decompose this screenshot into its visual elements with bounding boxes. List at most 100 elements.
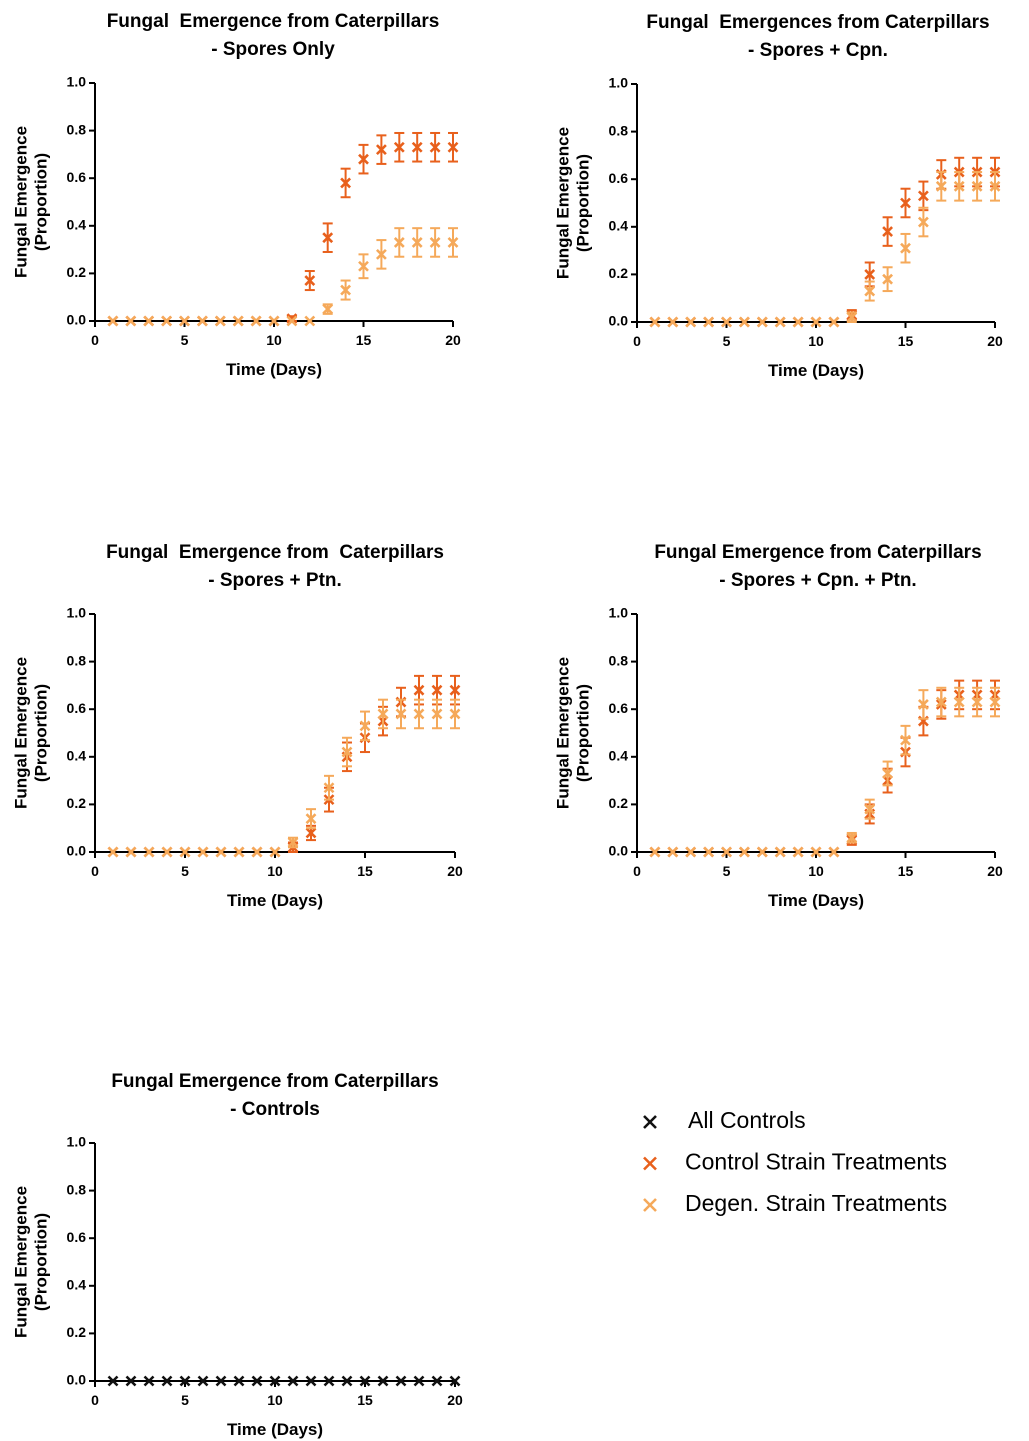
marker [161, 315, 173, 327]
chart-title: - Controls [230, 1099, 320, 1120]
marker [179, 315, 190, 327]
marker-stroke [395, 1375, 407, 1387]
marker-stroke [179, 846, 191, 858]
marker [305, 827, 317, 839]
y-tick-label: 0.6 [609, 170, 629, 186]
marker-stroke [375, 144, 387, 156]
marker [233, 846, 245, 858]
x-tick-label: 0 [91, 332, 99, 348]
marker [358, 260, 369, 272]
marker [447, 141, 459, 153]
marker-stroke [703, 846, 715, 858]
marker [449, 1375, 461, 1387]
marker-stroke [953, 180, 965, 192]
marker [179, 846, 191, 858]
marker-stroke [935, 180, 947, 192]
x-tick-label: 0 [91, 863, 99, 879]
marker [395, 708, 407, 720]
marker [161, 1375, 173, 1387]
marker-stroke [900, 734, 911, 746]
marker-stroke [413, 684, 425, 696]
marker-stroke [393, 141, 405, 153]
marker-stroke [864, 803, 876, 815]
marker-stroke [738, 846, 750, 858]
y-axis-label: (Proportion) [573, 154, 592, 252]
marker [413, 684, 425, 696]
x-tick-label: 20 [445, 332, 461, 348]
marker [429, 141, 441, 153]
x-axis-label: Time (Days) [768, 891, 864, 910]
marker-stroke [125, 315, 137, 327]
marker-stroke [340, 284, 352, 296]
y-tick-label: 0.2 [67, 1324, 87, 1340]
marker-stroke [643, 1198, 657, 1212]
marker [232, 315, 244, 327]
marker [143, 1375, 155, 1387]
marker [197, 1375, 209, 1387]
marker [449, 708, 461, 720]
marker-stroke [989, 180, 1001, 192]
marker [411, 141, 423, 153]
marker [828, 316, 840, 328]
y-tick-label: 0.4 [67, 1277, 87, 1293]
legend-label: Degen. Strain Treatments [685, 1190, 947, 1216]
chart-title: Fungal Emergences from Caterpillars [646, 12, 989, 33]
marker [882, 768, 894, 779]
x-tick-label: 10 [266, 332, 282, 348]
marker [756, 316, 768, 328]
marker [358, 153, 369, 165]
marker-stroke [179, 315, 190, 327]
marker-stroke [649, 846, 661, 858]
marker [953, 696, 965, 708]
marker-stroke [340, 177, 352, 189]
marker [215, 1375, 227, 1387]
y-tick-label: 0.2 [67, 795, 87, 811]
marker-stroke [341, 1375, 353, 1387]
y-tick-label: 1.0 [67, 1134, 87, 1150]
marker [792, 316, 804, 328]
y-tick-label: 0.8 [67, 652, 87, 668]
y-axis-label: Fungal Emergence [11, 1186, 30, 1338]
x-tick-label: 5 [723, 333, 731, 349]
marker [125, 846, 137, 858]
y-tick-label: 0.4 [67, 217, 87, 233]
y-tick-label: 0.0 [67, 1372, 87, 1388]
panel: Fungal Emergence from Caterpillars - Spor… [553, 542, 1003, 910]
marker-stroke [305, 827, 317, 839]
marker-stroke [917, 216, 929, 228]
marker [685, 846, 697, 858]
marker-stroke [846, 311, 858, 323]
marker-stroke [449, 684, 461, 696]
marker-stroke [756, 846, 768, 858]
marker [900, 197, 911, 209]
marker-stroke [214, 315, 226, 327]
marker [738, 846, 750, 858]
marker-stroke [413, 708, 425, 720]
marker [377, 708, 389, 720]
marker [685, 316, 697, 328]
marker [179, 1375, 191, 1387]
x-tick-label: 10 [808, 333, 824, 349]
marker [375, 248, 387, 260]
marker-stroke [215, 846, 227, 858]
marker [935, 180, 947, 192]
marker [649, 846, 661, 858]
y-tick-label: 0.8 [67, 121, 87, 137]
marker [411, 237, 423, 248]
marker-stroke [322, 303, 334, 315]
marker-stroke [667, 316, 679, 328]
marker [917, 699, 929, 710]
marker [323, 1375, 335, 1387]
marker [774, 316, 786, 328]
legend: All Controls Control Strain Treatments Deg… [643, 1107, 947, 1216]
marker-stroke [359, 1375, 371, 1387]
marker-stroke [413, 1375, 425, 1387]
y-tick-label: 0.6 [67, 1229, 87, 1245]
legend-label: Control Strain Treatments [685, 1149, 947, 1175]
y-axis-label: (Proportion) [31, 153, 50, 251]
marker [375, 144, 387, 156]
y-axis-label: (Proportion) [31, 684, 50, 782]
x-axis-label: Time (Days) [768, 361, 864, 380]
marker [703, 316, 715, 328]
x-tick-label: 5 [181, 332, 189, 348]
